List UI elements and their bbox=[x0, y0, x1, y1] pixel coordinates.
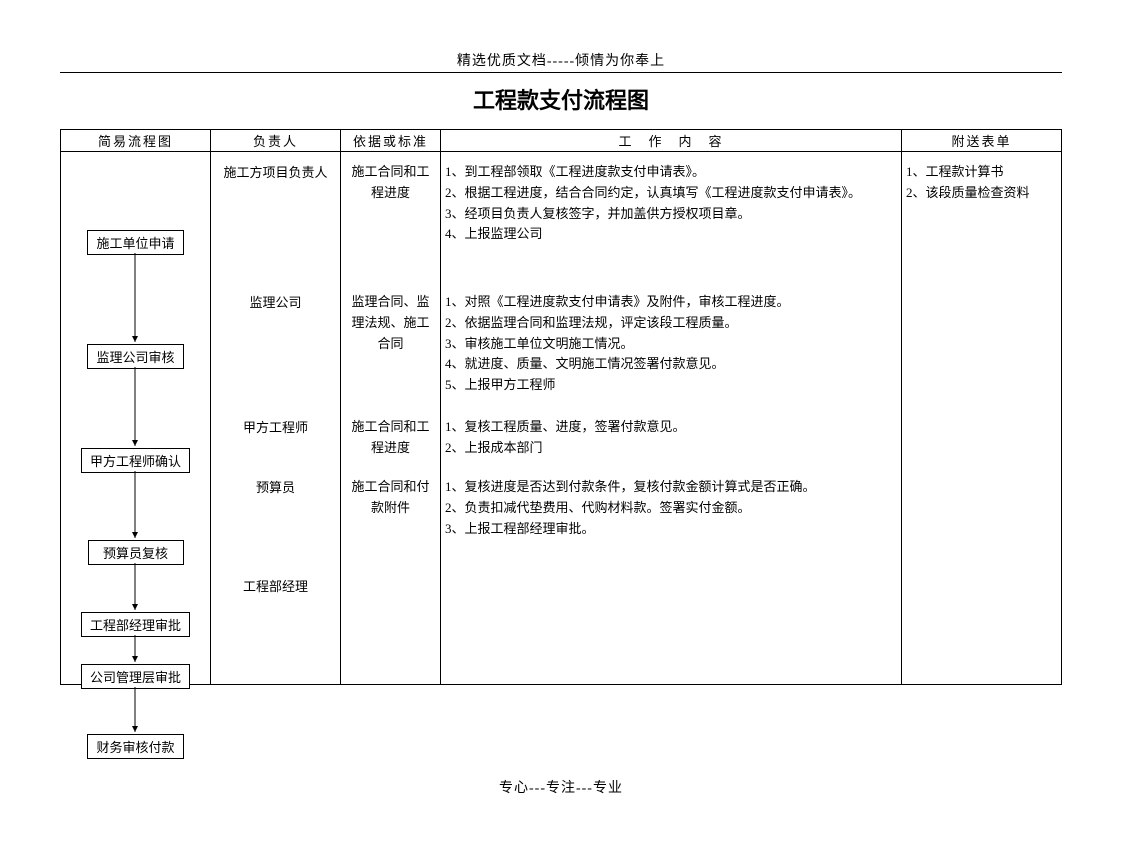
cell-attach: 1、工程款计算书2、该段质量检查资料 bbox=[902, 152, 1062, 685]
flow-node-n1: 施工单位申请 bbox=[87, 230, 183, 255]
cell-person: 施工方项目负责人监理公司甲方工程师预算员工程部经理 bbox=[211, 152, 341, 685]
attach-b3 bbox=[906, 417, 1057, 459]
basis-b1: 施工合同和工程进度 bbox=[345, 162, 436, 246]
desc-b3: 1、复核工程质量、进度，签署付款意见。2、上报成本部门 bbox=[445, 417, 897, 459]
person-b3: 甲方工程师 bbox=[215, 417, 336, 459]
th-basis: 依据或标准 bbox=[341, 130, 441, 152]
flow-node-n7: 财务审核付款 bbox=[87, 734, 183, 759]
desc-b4: 1、复核进度是否达到付款条件，复核付款金额计算式是否正确。2、负责扣减代垫费用、… bbox=[445, 477, 897, 540]
cell-flow: 施工单位申请监理公司审核甲方工程师确认预算员复核工程部经理审批公司管理层审批财务… bbox=[61, 152, 211, 685]
th-attach: 附送表单 bbox=[902, 130, 1062, 152]
person-b4: 预算员 bbox=[215, 477, 336, 540]
flow-node-n5: 工程部经理审批 bbox=[81, 612, 190, 637]
basis-b4: 施工合同和付款附件 bbox=[345, 477, 436, 540]
page-header: 精选优质文档-----倾情为你奉上 bbox=[0, 50, 1122, 70]
desc-b2: 1、对照《工程进度款支付申请表》及附件，审核工程进度。2、依据监理合同和监理法规… bbox=[445, 292, 897, 397]
flow-node-n6: 公司管理层审批 bbox=[81, 664, 190, 689]
person-b5: 工程部经理 bbox=[215, 576, 336, 597]
table-body-row: 施工单位申请监理公司审核甲方工程师确认预算员复核工程部经理审批公司管理层审批财务… bbox=[61, 152, 1062, 685]
flow-node-n2: 监理公司审核 bbox=[87, 344, 183, 369]
desc-b1: 1、到工程部领取《工程进度款支付申请表》。2、根据工程进度，结合合同约定，认真填… bbox=[445, 162, 897, 246]
attach-b1: 1、工程款计算书2、该段质量检查资料 bbox=[906, 162, 1057, 246]
main-table: 简易流程图 负责人 依据或标准 工 作 内 容 附送表单 施工单位申请监理公司审… bbox=[60, 129, 1062, 685]
cell-desc: 1、到工程部领取《工程进度款支付申请表》。2、根据工程进度，结合合同约定，认真填… bbox=[441, 152, 902, 685]
basis-b3: 施工合同和工程进度 bbox=[345, 417, 436, 459]
table-header-row: 简易流程图 负责人 依据或标准 工 作 内 容 附送表单 bbox=[61, 130, 1062, 152]
person-b1: 施工方项目负责人 bbox=[215, 162, 336, 246]
th-flow: 简易流程图 bbox=[61, 130, 211, 152]
attach-b4 bbox=[906, 477, 1057, 540]
attach-b5 bbox=[906, 576, 1057, 597]
flow-node-n4: 预算员复核 bbox=[88, 540, 184, 565]
attach-b2 bbox=[906, 292, 1057, 397]
cell-basis: 施工合同和工程进度监理合同、监理法规、施工合同施工合同和工程进度施工合同和付款附… bbox=[341, 152, 441, 685]
page-footer: 专心---专注---专业 bbox=[0, 777, 1122, 797]
header-rule bbox=[60, 72, 1062, 73]
flow-container: 施工单位申请监理公司审核甲方工程师确认预算员复核工程部经理审批公司管理层审批财务… bbox=[61, 152, 210, 684]
basis-b2: 监理合同、监理法规、施工合同 bbox=[345, 292, 436, 397]
desc-b5 bbox=[445, 576, 897, 597]
person-b2: 监理公司 bbox=[215, 292, 336, 397]
basis-b5 bbox=[345, 576, 436, 597]
page-title: 工程款支付流程图 bbox=[0, 83, 1122, 115]
th-desc: 工 作 内 容 bbox=[441, 130, 902, 152]
sheet: 简易流程图 负责人 依据或标准 工 作 内 容 附送表单 施工单位申请监理公司审… bbox=[60, 129, 1062, 685]
flow-node-n3: 甲方工程师确认 bbox=[81, 448, 190, 473]
th-person: 负责人 bbox=[211, 130, 341, 152]
